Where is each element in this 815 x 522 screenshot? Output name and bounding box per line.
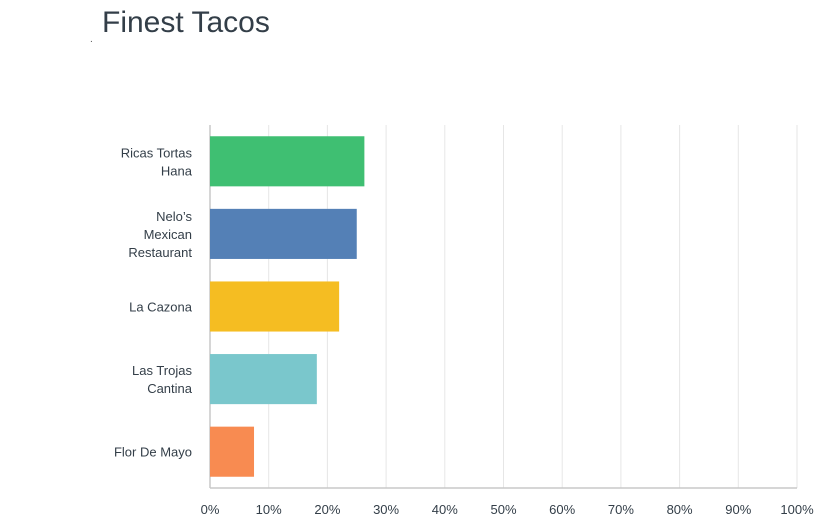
category-label-line: Cantina xyxy=(147,381,193,396)
x-tick-label: 30% xyxy=(373,502,399,517)
category-label-line: Las Trojas xyxy=(132,363,192,378)
category-label-line: Restaurant xyxy=(128,245,192,260)
x-tick-label: 10% xyxy=(256,502,282,517)
x-tick-label: 70% xyxy=(608,502,634,517)
bar xyxy=(210,426,255,477)
x-tick-label: 90% xyxy=(725,502,751,517)
category-label: Nelo’s Mexican Restaurant xyxy=(128,209,192,260)
category-label-line: Flor De Mayo xyxy=(114,445,192,460)
category-label-line: La Cazona xyxy=(129,300,193,315)
category-label-line: Mexican xyxy=(144,227,192,242)
category-label: La Cazona xyxy=(129,300,193,315)
category-label: Las Trojas Cantina xyxy=(132,363,193,396)
bar xyxy=(210,208,357,259)
category-label: Flor De Mayo xyxy=(114,445,192,460)
bar xyxy=(210,281,340,332)
title-marker: . xyxy=(90,34,93,45)
category-label-line: Hana xyxy=(161,163,193,178)
category-label: Ricas Tortas Hana xyxy=(121,145,193,178)
category-label-line: Nelo’s xyxy=(156,209,192,224)
x-tick-label: 50% xyxy=(490,502,516,517)
x-tick-label: 100% xyxy=(780,502,814,517)
x-tick-label: 80% xyxy=(667,502,693,517)
x-tick-label: 0% xyxy=(201,502,220,517)
chart-title: Finest Tacos xyxy=(102,6,270,39)
x-tick-label: 60% xyxy=(549,502,575,517)
bar xyxy=(210,354,317,405)
bar xyxy=(210,136,365,187)
x-tick-label: 20% xyxy=(314,502,340,517)
category-label-line: Ricas Tortas xyxy=(121,145,193,160)
x-tick-label: 40% xyxy=(432,502,458,517)
